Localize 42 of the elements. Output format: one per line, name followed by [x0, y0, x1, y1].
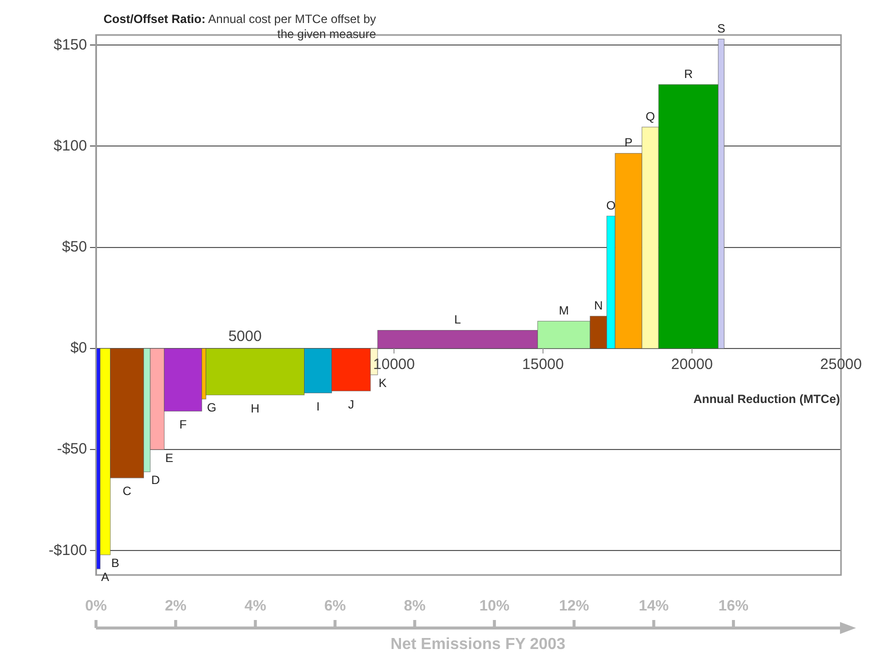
annotation: R	[684, 66, 694, 81]
x-tick-label: 10000	[373, 356, 415, 374]
x2-tick-label: 2%	[164, 598, 187, 615]
annotation: L	[454, 312, 462, 327]
y-tick-label: $100	[54, 137, 87, 154]
x2-tick-label: 12%	[559, 598, 590, 615]
x-axis-title: Annual Reduction (MTCe)	[693, 392, 840, 406]
annotation: 5000	[228, 328, 262, 346]
x2-tick-label: 0%	[85, 598, 107, 615]
x2-axis-title: Net Emissions FY 2003	[390, 636, 566, 654]
annotation: G	[206, 400, 216, 414]
x2-tick-label: 4%	[244, 598, 266, 615]
x2-tick-label: 8%	[404, 598, 426, 615]
x-tick-label: 25000	[820, 356, 862, 374]
annotation: B	[111, 556, 120, 570]
y-tick-label: -$50	[56, 440, 87, 458]
annotation: C	[122, 484, 132, 498]
annotation: O	[606, 198, 616, 212]
annotation: D	[151, 473, 160, 488]
annotation: M	[558, 303, 569, 318]
y-tick-label: -$100	[48, 542, 87, 559]
y-tick-label: $150	[54, 36, 87, 54]
annotation: J	[348, 397, 354, 412]
annotation: H	[250, 401, 260, 416]
x-tick-label: 15000	[522, 356, 564, 374]
annotation: S	[717, 21, 726, 36]
annotation: A	[101, 570, 110, 584]
x2-tick-label: 6%	[324, 598, 346, 615]
annotation: I	[316, 399, 320, 414]
annotation: K	[378, 376, 387, 390]
chart-title: Cost/Offset Ratio:	[103, 12, 206, 26]
x2-tick-label: 14%	[638, 598, 669, 615]
annotation: F	[179, 417, 187, 432]
annotation: E	[165, 450, 174, 465]
chart-subtitle: Annual cost per MTCe offset by the given measure	[208, 12, 376, 41]
annotation: Q	[646, 109, 655, 124]
x-tick-label: 20000	[671, 356, 713, 374]
x2-tick-label: 10%	[479, 598, 510, 615]
annotation: N	[594, 298, 603, 312]
y-tick-label: $50	[62, 238, 87, 256]
y-tick-label: $0	[70, 340, 87, 357]
x2-tick-label: 16%	[718, 598, 748, 615]
